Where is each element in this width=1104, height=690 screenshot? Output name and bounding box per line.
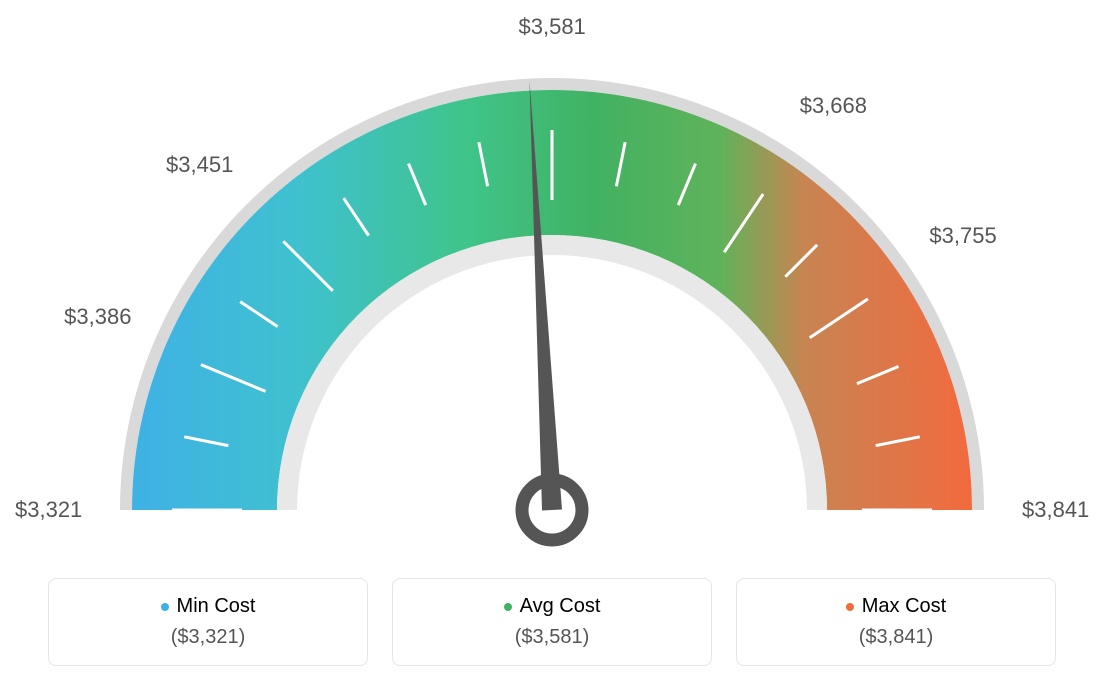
legend-min-label: Min Cost [177,595,256,618]
legend-avg-label-row: Avg Cost [504,595,601,618]
gauge-tick-label: $3,321 [15,497,82,523]
legend-avg-value: ($3,581) [393,626,711,649]
legend-min: Min Cost ($3,321) [48,578,368,666]
legend-min-label-row: Min Cost [161,595,256,618]
legend-avg-label: Avg Cost [520,595,601,618]
legend-avg: Avg Cost ($3,581) [392,578,712,666]
gauge-tick-label: $3,451 [166,152,233,178]
legend-max: Max Cost ($3,841) [736,578,1056,666]
gauge-svg [22,20,1082,560]
gauge-tick-label: $3,755 [929,223,996,249]
legend-min-dot [161,603,169,611]
cost-gauge-chart: $3,321$3,386$3,451$3,581$3,668$3,755$3,8… [22,20,1082,560]
gauge-tick-label: $3,581 [519,14,586,40]
gauge-tick-label: $3,841 [1022,497,1089,523]
legend-min-value: ($3,321) [49,626,367,649]
gauge-tick-label: $3,386 [64,304,131,330]
legend-max-label-row: Max Cost [846,595,946,618]
legend-max-label: Max Cost [862,595,946,618]
legend-max-value: ($3,841) [737,626,1055,649]
gauge-tick-label: $3,668 [800,93,867,119]
legend-avg-dot [504,603,512,611]
legend-max-dot [846,603,854,611]
legend: Min Cost ($3,321) Avg Cost ($3,581) Max … [48,578,1056,666]
